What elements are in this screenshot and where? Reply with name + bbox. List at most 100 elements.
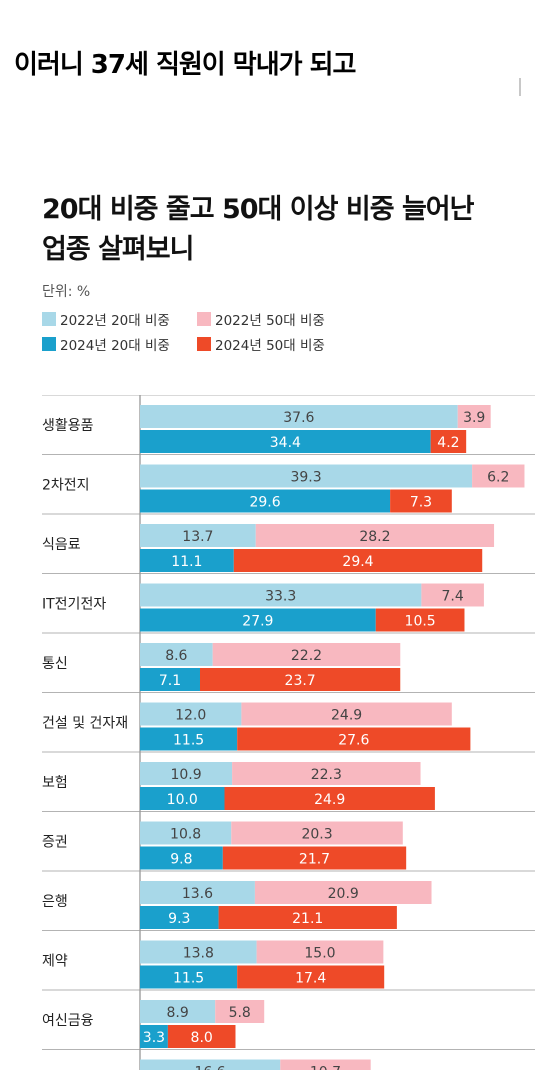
category-label: 건설 및 건자재 <box>42 715 128 731</box>
data-label-2024-50s: 8.0 <box>191 1030 213 1046</box>
unit-label: 단위: % <box>42 284 91 300</box>
bar-2022-50s <box>212 643 401 666</box>
data-label-2022-50s: 15.0 <box>304 946 335 962</box>
data-label-2024-50s: 24.9 <box>314 792 345 808</box>
bar-2024-20s <box>140 965 238 989</box>
category-label: 제약 <box>42 953 68 969</box>
legend-swatch <box>42 312 56 326</box>
bar-2024-50s <box>224 787 435 810</box>
bar-2024-50s <box>218 906 397 929</box>
bar-2022-20s <box>140 1059 281 1070</box>
data-label-2024-20s: 11.5 <box>173 971 204 987</box>
bar-2024-50s <box>167 1025 236 1048</box>
data-label-2024-20s: 27.9 <box>242 614 273 630</box>
chart-title: 20대 비중 줄고 50대 이상 비중 늘어난 업종 살펴보니 <box>42 190 474 270</box>
data-label-2022-50s: 5.8 <box>229 1005 251 1021</box>
data-label-2024-20s: 34.4 <box>270 435 301 451</box>
bar-2024-50s <box>237 727 471 751</box>
legend-item-2024-20s: 2024년 20대 비중 <box>42 334 197 354</box>
data-label-2024-50s: 23.7 <box>285 673 316 689</box>
bar-2024-50s <box>375 608 465 632</box>
data-label-2024-50s: 21.7 <box>299 852 330 868</box>
bar-2024-20s <box>140 430 431 453</box>
data-label-2024-20s: 11.5 <box>173 733 204 749</box>
bar-2024-20s <box>140 727 238 751</box>
bar-2022-50s <box>472 464 525 488</box>
bar-2024-20s <box>140 846 223 870</box>
bar-2024-20s <box>140 668 200 691</box>
data-label-2022-20s: 12.0 <box>175 708 206 724</box>
bar-2022-50s <box>255 524 495 547</box>
legend-label: 2024년 50대 비중 <box>215 338 325 354</box>
data-label-2024-50s: 29.4 <box>342 554 373 570</box>
chart-title-line-2: 업종 살펴보니 <box>42 234 194 265</box>
data-label-2022-50s: 7.4 <box>442 589 464 605</box>
data-label-2022-50s: 20.9 <box>328 886 359 902</box>
category-label: 식음료 <box>42 537 81 553</box>
bar-2022-20s <box>140 524 256 547</box>
data-label-2024-20s: 9.3 <box>168 911 190 927</box>
data-label-2024-50s: 27.6 <box>338 733 369 749</box>
category-label: IT전기전자 <box>42 596 106 612</box>
bar-2024-20s <box>140 1025 168 1048</box>
data-label-2022-20s: 8.6 <box>165 648 187 664</box>
bar-2022-50s <box>232 762 421 785</box>
bar-2022-20s <box>140 762 233 785</box>
data-label-2022-20s: 33.3 <box>265 589 296 605</box>
bar-2022-50s <box>457 405 491 428</box>
category-label: 은행 <box>42 894 68 910</box>
bar-2022-20s <box>140 821 232 845</box>
category-label: 여신금융 <box>42 1013 94 1029</box>
legend-item-2024-50s: 2024년 50대 비중 <box>197 334 347 354</box>
legend-label: 2022년 50대 비중 <box>215 313 325 329</box>
data-label-2022-20s: 8.9 <box>166 1005 188 1021</box>
bar-2022-50s <box>254 881 432 904</box>
data-label-2022-50s: 22.2 <box>291 648 322 664</box>
bar-2024-50s <box>233 549 483 572</box>
data-label-2024-50s: 10.5 <box>405 614 436 630</box>
bar-2022-20s <box>140 583 422 607</box>
category-label: 통신 <box>42 656 68 672</box>
post-title: 이러니 37세 직원이 막내가 되고 <box>14 50 356 80</box>
bar-2024-20s <box>140 787 225 810</box>
bar-2022-20s <box>140 702 242 726</box>
data-label-2024-20s: 29.6 <box>249 495 280 511</box>
legend-swatch <box>42 337 56 351</box>
bar-2022-50s <box>256 940 384 964</box>
bar-2024-50s <box>430 430 467 453</box>
data-label-2022-20s: 13.8 <box>183 946 214 962</box>
legend-label: 2022년 20대 비중 <box>60 313 170 329</box>
data-label-2022-20s: 10.8 <box>170 827 201 843</box>
data-label-2024-20s: 11.1 <box>171 554 202 570</box>
bar-2022-50s <box>215 1000 265 1023</box>
data-label-2022-50s: 20.3 <box>301 827 332 843</box>
bar-2024-50s <box>237 965 385 989</box>
bar-2024-20s <box>140 608 376 632</box>
bar-2024-20s <box>140 489 391 513</box>
data-label-2022-50s: 6.2 <box>487 470 509 486</box>
data-label-2022-20s: 16.6 <box>195 1065 226 1070</box>
data-label-2022-20s: 13.7 <box>182 529 213 545</box>
scrollbar[interactable] <box>519 78 521 96</box>
data-label-2024-50s: 21.1 <box>292 911 323 927</box>
data-label-2024-50s: 7.3 <box>410 495 432 511</box>
data-label-2024-50s: 17.4 <box>295 971 326 987</box>
bar-2024-50s <box>390 489 452 513</box>
bar-2024-20s <box>140 549 234 572</box>
bar-2022-20s <box>140 1000 216 1023</box>
legend-swatch <box>197 337 211 351</box>
data-label-2022-20s: 37.6 <box>283 410 314 426</box>
data-label-2022-50s: 22.3 <box>311 767 342 783</box>
data-label-2024-20s: 3.3 <box>143 1030 165 1046</box>
category-label: 보험 <box>42 775 68 791</box>
data-label-2022-50s: 10.7 <box>310 1065 341 1070</box>
category-label: 2차전지 <box>42 477 90 493</box>
bar-2022-20s <box>140 940 257 964</box>
data-label-2022-50s: 3.9 <box>463 410 485 426</box>
legend: 2022년 20대 비중 2022년 50대 비중 2024년 20대 비중 2… <box>42 309 372 354</box>
legend-item-2022-50s: 2022년 50대 비중 <box>197 309 347 329</box>
data-label-2024-20s: 10.0 <box>167 792 198 808</box>
legend-swatch <box>197 312 211 326</box>
bar-2022-50s <box>280 1059 371 1070</box>
bar-2022-50s <box>241 702 452 726</box>
